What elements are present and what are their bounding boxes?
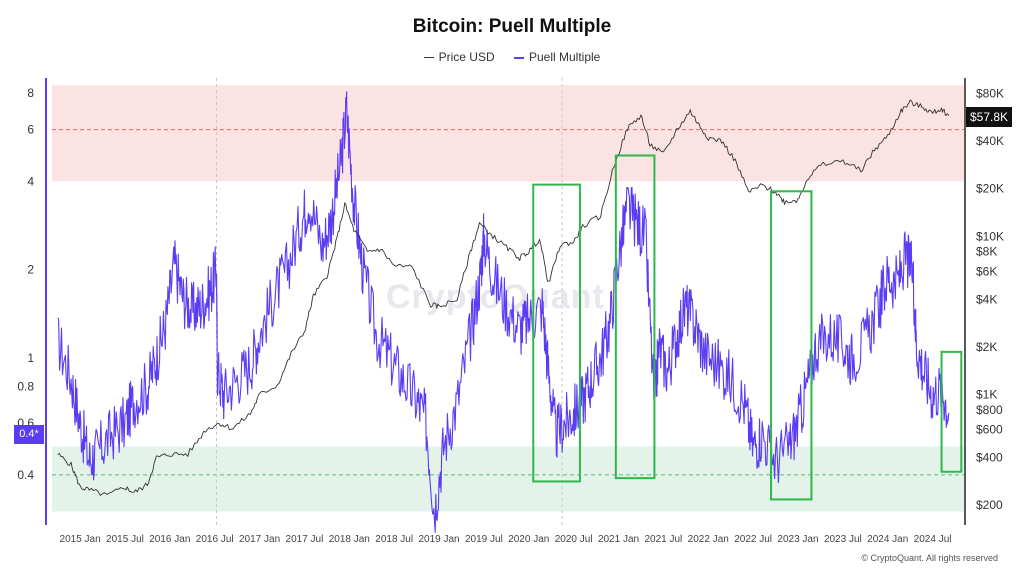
left-tick-label: 0.8: [17, 380, 34, 394]
x-tick-label: 2023 Jan: [777, 534, 818, 545]
right-tick-label: $800: [976, 403, 1003, 417]
series-line-price-usd: [57, 99, 950, 496]
left-tick-label: 2: [27, 263, 34, 277]
x-tick-label: 2016 Jul: [196, 534, 234, 545]
highlight-box-2: [770, 190, 813, 501]
left-tick-label: 4: [27, 174, 34, 188]
right-tick-label: $2K: [976, 340, 997, 354]
right-tick-label: $1K: [976, 388, 997, 402]
right-tick-label: $40K: [976, 134, 1004, 148]
left-tick-label: 0.4: [17, 468, 34, 482]
last-price-badge: $57.8K: [966, 107, 1012, 127]
legend-swatch-price: [423, 57, 434, 59]
x-tick-label: 2018 Jul: [375, 534, 413, 545]
zone-overvalued: [52, 85, 964, 182]
x-tick-label: 2018 Jan: [329, 534, 370, 545]
x-tick-label: 2019 Jan: [418, 534, 459, 545]
legend-swatch-puell: [513, 56, 524, 59]
highlight-box-1: [614, 154, 656, 480]
x-tick-label: 2015 Jan: [60, 534, 101, 545]
x-tick-label: 2020 Jul: [555, 534, 593, 545]
left-marker-badge: 0.4*: [14, 425, 44, 444]
copyright-credit: © CryptoQuant. All rights reserved: [861, 553, 998, 563]
x-tick-label: 2022 Jul: [734, 534, 772, 545]
legend-label-price: Price USD: [438, 50, 495, 64]
left-tick-label: 6: [27, 123, 34, 137]
series-line-puell-multiple: [57, 91, 950, 534]
highlight-box-0: [532, 183, 581, 483]
highlight-boxes-layer: [532, 154, 963, 501]
right-tick-label: $200: [976, 498, 1003, 512]
right-tick-label: $80K: [976, 86, 1004, 100]
zone-undervalued: [52, 446, 964, 512]
x-tick-label: 2017 Jan: [239, 534, 280, 545]
x-tick-label: 2022 Jan: [688, 534, 729, 545]
series-layer: [57, 91, 950, 534]
right-tick-label: $20K: [976, 182, 1004, 196]
legend-item-puell[interactable]: Puell Multiple: [513, 50, 601, 64]
highlight-box-3: [940, 350, 963, 473]
x-tick-label: 2024 Jul: [914, 534, 952, 545]
chart-title: Bitcoin: Puell Multiple: [412, 16, 612, 37]
x-tick-label: 2024 Jan: [867, 534, 908, 545]
x-tick-label: 2019 Jul: [465, 534, 503, 545]
right-tick-label: $8K: [976, 245, 997, 259]
x-tick-label: 2017 Jul: [286, 534, 324, 545]
x-tick-label: 2015 Jul: [106, 534, 144, 545]
right-tick-label: $600: [976, 423, 1003, 437]
right-tick-label: $400: [976, 451, 1003, 465]
left-tick-label: 1: [27, 351, 34, 365]
right-tick-label: $10K: [976, 229, 1004, 243]
legend: Price USD Puell Multiple: [0, 50, 1024, 64]
x-tick-label: 2021 Jan: [598, 534, 639, 545]
x-tick-label: 2020 Jan: [508, 534, 549, 545]
x-tick-label: 2021 Jul: [644, 534, 682, 545]
x-tick-label: 2016 Jan: [149, 534, 190, 545]
right-tick-label: $4K: [976, 292, 997, 306]
left-tick-label: 8: [27, 86, 34, 100]
legend-label-puell: Puell Multiple: [528, 50, 601, 64]
axes-layer: 0.40.60.812468$200$400$600$800$1K$2K$4K$…: [17, 78, 1004, 545]
right-tick-label: $6K: [976, 264, 997, 278]
legend-item-price[interactable]: Price USD: [423, 50, 495, 64]
x-tick-label: 2023 Jul: [824, 534, 862, 545]
